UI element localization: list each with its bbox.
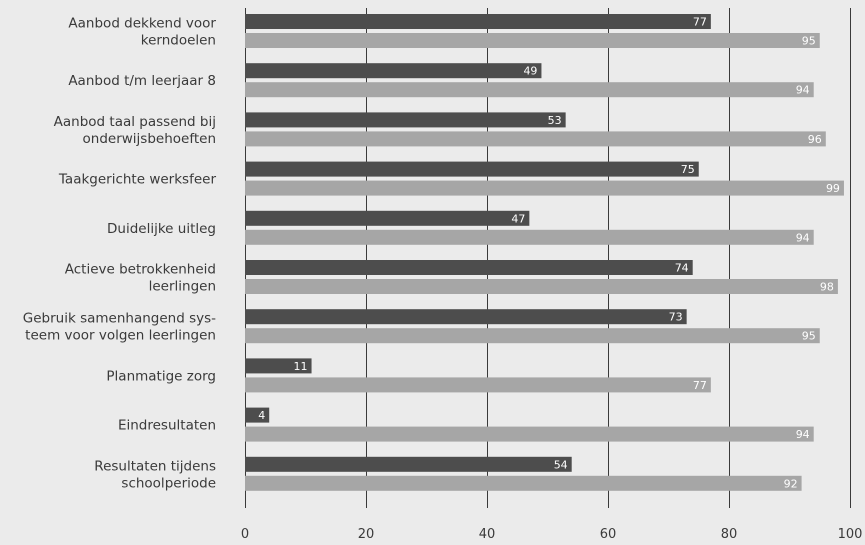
bar (245, 358, 312, 374)
category-label: Aanbod taal passend bij (54, 114, 216, 130)
x-tick-label: 60 (600, 527, 617, 542)
bar-value-label: 73 (669, 311, 683, 324)
bar (245, 210, 530, 226)
bar-value-label: 74 (675, 262, 689, 275)
category-label: Resultaten tijdens (94, 458, 216, 474)
bar-value-label: 94 (796, 428, 810, 441)
bars: 77 95 49 94 53 96 75 99 47 94 74 98 73 95 11 77 4 94 54 92 (245, 14, 844, 491)
category-label: Gebruik samenhangend sys- (23, 311, 216, 327)
bar (245, 63, 542, 79)
x-tick-label: 100 (838, 527, 863, 542)
category-label: kerndoelen (141, 33, 216, 49)
category-label: leerlingen (149, 279, 216, 295)
bar-value-label: 75 (681, 163, 695, 176)
bar-value-label: 98 (820, 281, 834, 294)
x-tick-label: 0 (241, 527, 249, 542)
bar (245, 82, 814, 98)
bar (245, 377, 711, 393)
bar-value-label: 95 (802, 330, 816, 343)
bar (245, 33, 820, 48)
category-label: Aanbod dekkend voor (68, 16, 216, 32)
bar-value-label: 4 (258, 409, 265, 422)
bar (245, 328, 820, 344)
category-label: Aanbod t/m leerjaar 8 (68, 73, 216, 89)
category-label: schoolperiode (121, 475, 216, 491)
bar (245, 112, 566, 128)
bar (245, 407, 270, 423)
x-axis-tick-labels: 0 20 40 60 80 100 (241, 527, 863, 542)
bar-value-label: 92 (784, 477, 798, 490)
bar-value-label: 94 (796, 84, 810, 97)
category-label: Actieve betrokkenheid (65, 262, 216, 278)
bar-value-label: 47 (511, 212, 525, 225)
category-label: teem voor volgen leerlingen (25, 328, 216, 344)
bar-value-label: 11 (294, 360, 308, 373)
x-tick-label: 40 (479, 527, 496, 542)
bar-value-label: 99 (826, 182, 840, 195)
bar (245, 456, 572, 472)
bar (245, 180, 844, 196)
category-label: onderwijsbehoeften (83, 131, 216, 147)
bar-value-label: 53 (548, 114, 562, 127)
bar (245, 426, 814, 442)
bar (245, 131, 826, 147)
category-label: Eindresultaten (118, 418, 216, 434)
bar-value-label: 49 (523, 65, 537, 78)
category-label: Duidelijke uitleg (107, 221, 216, 237)
x-tick-label: 80 (721, 527, 738, 542)
bar-value-label: 96 (808, 133, 822, 146)
bar (245, 309, 687, 325)
bar-value-label: 77 (693, 16, 707, 29)
bar-value-label: 94 (796, 231, 810, 244)
bar-value-label: 77 (693, 379, 707, 392)
category-label: Planmatige zorg (106, 368, 216, 384)
x-tick-label: 20 (358, 527, 375, 542)
bar (245, 229, 814, 245)
bar-value-label: 54 (554, 458, 568, 471)
bar (245, 161, 699, 177)
bar (245, 475, 802, 491)
bar (245, 260, 693, 275)
bar-value-label: 95 (802, 35, 816, 48)
bar (245, 279, 838, 294)
category-label: Taakgerichte werksfeer (58, 172, 217, 188)
bar (245, 14, 711, 29)
